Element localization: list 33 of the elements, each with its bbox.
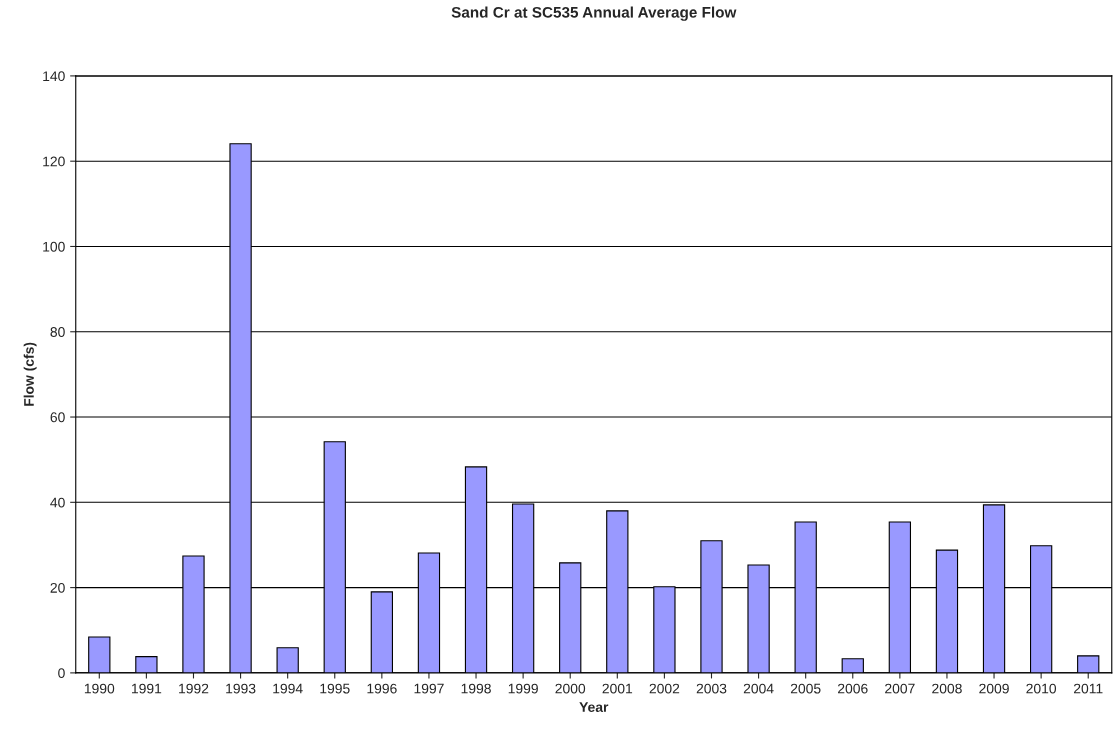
y-tick-label: 140 [43,71,65,82]
y-tick-label: 0 [58,668,65,679]
x-tick-label: 2010 [1026,683,1057,694]
x-tick-label: 1996 [367,683,397,694]
y-tick-label: 80 [50,327,65,337]
y-tick-label: 40 [50,497,65,508]
x-tick-label: 1997 [414,683,444,694]
x-tick-label: 2008 [932,683,962,694]
chart-title: Sand Cr at SC535 Annual Average Flow [451,6,737,21]
x-tick-label: 2006 [838,683,868,694]
x-tick-label: 2000 [555,683,586,694]
x-tick-label: 1995 [320,683,350,694]
x-tick-label: 1990 [84,683,115,694]
x-tick-label: 1992 [179,683,209,694]
x-tick-label: 2004 [743,683,774,694]
y-tick-label: 20 [50,582,65,593]
x-tick-label: 2003 [696,683,727,694]
x-tick-label: 2007 [885,683,915,694]
x-tick-label: 2011 [1073,683,1103,694]
y-tick-label: 60 [50,412,65,423]
x-tick-label: 1993 [226,683,256,694]
y-axis-title: Flow (cfs) [23,342,37,406]
x-axis-title: Year [579,702,609,712]
x-tick-label: 1998 [461,683,491,694]
y-tick-label: 100 [43,241,65,252]
x-tick-label: 1991 [132,683,162,694]
x-tick-label: 2002 [649,683,680,694]
y-tick-label: 120 [43,156,65,167]
x-tick-label: 2009 [979,683,1009,694]
x-tick-label: 1994 [273,683,303,694]
x-tick-label: 2001 [602,683,633,694]
x-tick-label: 2005 [790,683,821,694]
x-tick-label: 1999 [508,683,538,694]
